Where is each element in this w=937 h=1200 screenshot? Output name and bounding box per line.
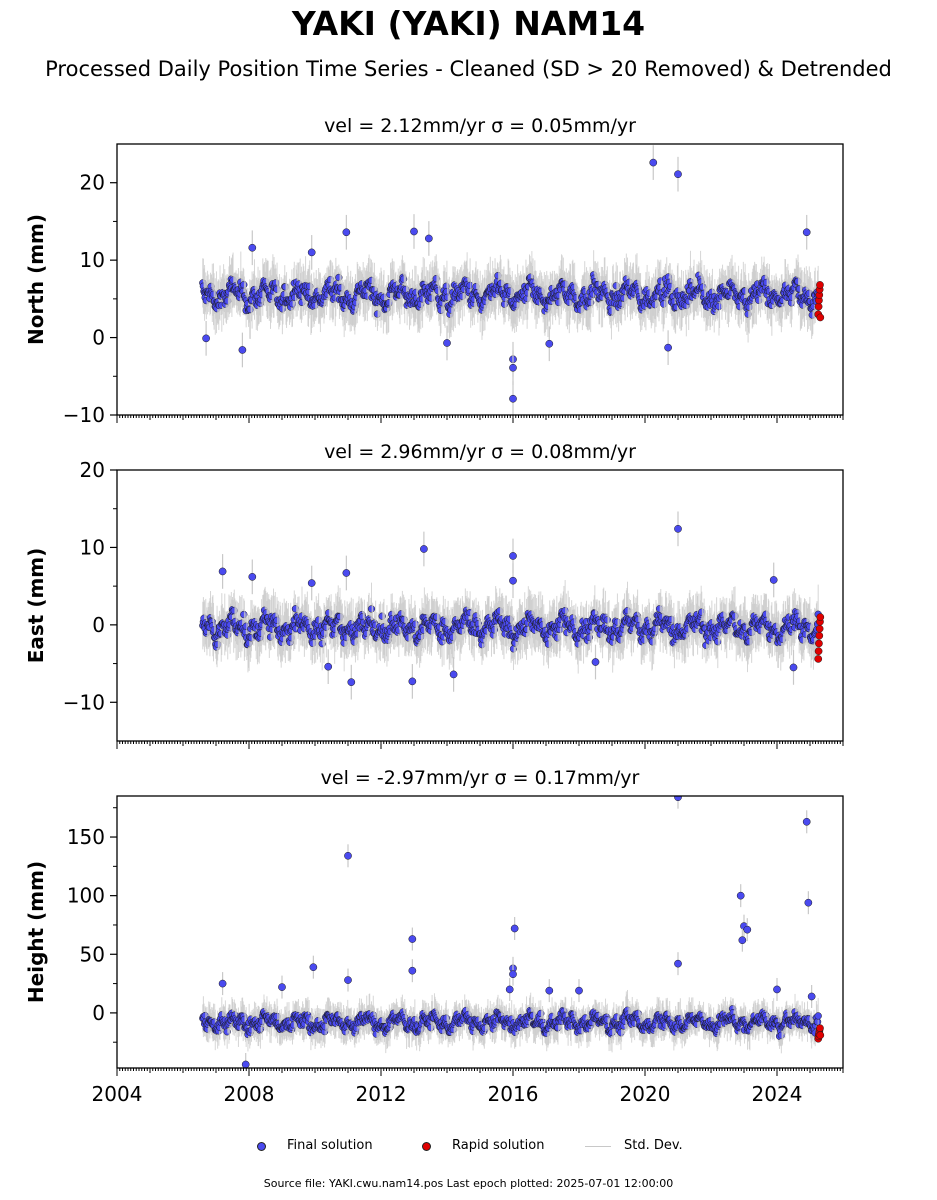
east-final-point [603, 616, 611, 624]
east-data-group [199, 511, 825, 700]
north-rapid-point [816, 281, 824, 289]
page-subtitle: Processed Daily Position Time Series - C… [45, 57, 892, 81]
east-rapid-point [815, 639, 823, 648]
north-outlier-point [509, 394, 517, 403]
east-outlier-point [449, 670, 458, 679]
north-outlier-point [342, 228, 351, 237]
east-final-point [309, 639, 317, 647]
east-outlier-point [509, 576, 517, 585]
north-ytick-label: 0 [92, 326, 105, 350]
north-final-point [745, 303, 753, 311]
east-panel-title: vel = 2.96mm/yr σ = 0.08mm/yr [324, 441, 636, 463]
east-outlier-point [248, 573, 257, 581]
east-final-point [240, 610, 248, 619]
east-outlier-point [674, 524, 682, 533]
north-ytick-label: −10 [63, 403, 105, 427]
north-outlier-point [443, 339, 451, 347]
east-outlier-point [307, 579, 316, 587]
north-outlier-point [248, 243, 257, 252]
north-outlier-point [664, 343, 672, 352]
north-data-group [199, 145, 825, 415]
north-outlier-point [802, 228, 811, 237]
east-outlier-point [408, 677, 417, 686]
east-outlier-point [769, 576, 778, 584]
east-ylabel: East (mm) [24, 548, 48, 664]
page-title: YAKI (YAKI) NAM14 [291, 4, 646, 43]
east-outlier-point [324, 662, 333, 671]
east-rapid-point [814, 647, 823, 656]
north-outlier-point [202, 334, 210, 343]
north-outlier-point [509, 363, 517, 372]
north-outlier-point [410, 227, 418, 236]
east-ytick-label: −10 [63, 690, 105, 714]
north-final-point [240, 281, 248, 289]
north-panel-title: vel = 2.12mm/yr σ = 0.05mm/yr [324, 115, 636, 137]
east-rapid-point [815, 631, 824, 640]
east-outlier-point [591, 658, 600, 666]
east-ytick-label: 20 [80, 458, 105, 482]
north-outlier-point [425, 234, 433, 243]
north-outlier-point [545, 339, 554, 348]
north-outlier-point [649, 158, 658, 167]
east-final-point [214, 640, 222, 649]
east-outlier-point [789, 663, 798, 672]
east-rapid-point [816, 613, 825, 621]
height-data-group [199, 796, 825, 1068]
north-ylabel: North (mm) [24, 214, 48, 345]
east-outlier-point [342, 569, 351, 577]
east-outlier-point [218, 567, 227, 576]
east-outlier-point [509, 552, 517, 560]
north-rapid-point [816, 313, 825, 322]
east-final-point [314, 616, 323, 624]
north-ytick-label: 20 [80, 171, 105, 195]
north-outlier-point [307, 248, 316, 257]
north-outlier-point [238, 346, 247, 354]
east-rapid-point [815, 624, 824, 633]
east-rapid-point [814, 655, 823, 663]
east-ytick-label: 10 [80, 535, 105, 559]
north-outlier-point [674, 170, 682, 179]
east-final-point [367, 605, 376, 613]
east-outlier-point [420, 545, 428, 553]
east-outlier-point [347, 678, 356, 687]
north-ytick-label: 10 [80, 248, 105, 272]
east-ytick-label: 0 [92, 613, 105, 637]
